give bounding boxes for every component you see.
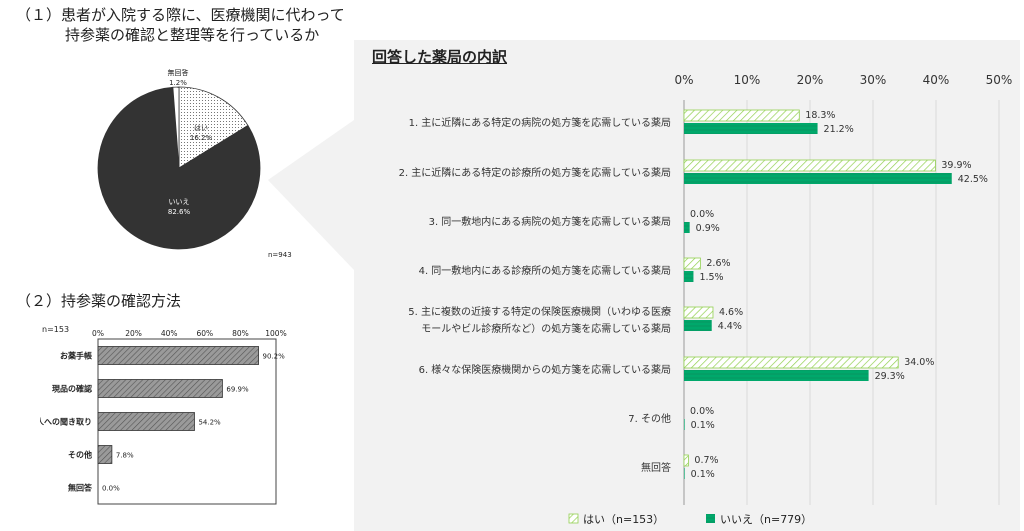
right-tick-label: 30% [860,73,887,87]
right-category-label: モールやビル診療所など）の処方箋を応需している薬局 [421,322,671,335]
question-1-line-1: （１）患者が入院する際に、医療機関に代わって [16,6,345,24]
question-1-line-2: 持参薬の確認と整理等を行っているか [65,26,320,44]
pie-n-label: n=943 [268,251,292,259]
left-bar [97,445,113,464]
left-tick-label: 100% [265,329,286,338]
right-bar-hai [683,257,701,270]
right-value-label-iie: 0.1% [691,420,715,431]
left-category-label: 無回答 [68,483,93,493]
right-value-label-hai: 4.6% [719,307,743,318]
left-tick-label: 40% [161,329,178,338]
right-value-label-iie: 42.5% [958,174,988,185]
pie-value-hai: 16.2% [190,134,213,142]
pie-slice-iie [97,86,261,250]
legend-swatch-iie [706,514,715,523]
right-value-label-iie: 29.3% [875,371,905,382]
right-category-label: 5. 主に複数の近接する特定の保険医療機関（いわゆる医療 [408,305,671,318]
callout-wedge [268,120,354,270]
breakdown-title: 回答した薬局の内訳 [372,48,508,66]
pie-value-mukaito: 1.2% [169,79,187,87]
right-value-label-hai: 39.9% [941,160,971,171]
right-bar-hai [683,306,714,319]
right-bar-hai [683,159,936,172]
breakdown-bar-chart: 0% 10% 20% 30% 40% 50% 1. 主に近隣にある特定の病院の処方箋を応需… [399,73,1013,526]
pie-slice-hai [178,86,249,169]
right-category-label: 4. 同一敷地内にある診療所の処方箋を応需している薬局 [419,264,671,277]
right-bar-hai [683,454,689,467]
left-category-label: お薬手帳 [60,351,92,361]
question-2-heading: （２）持参薬の確認方法 [16,292,182,310]
left-category-label: 現品の確認 [52,384,92,394]
left-chart-n-label: n=153 [42,325,69,334]
left-value-label: 69.9% [226,386,249,394]
right-value-label-iie: 0.9% [696,223,720,234]
pie-label-iie: いいえ [169,198,190,206]
right-tick-label: 0% [674,73,693,87]
right-value-label-hai: 0.0% [690,209,714,220]
left-tick-label: 0% [92,329,104,338]
legend: はい（n=153） いいえ（n=779） [568,513,812,526]
right-value-label-iie: 1.5% [699,272,723,283]
pie-chart: 無回答 1.2% はい 16.2% いいえ 82.6% n=943 [97,68,292,259]
pie-slice-mukaito [172,86,180,169]
right-bar-iie [684,271,694,282]
right-category-label: 6. 様々な保険医療機関からの処方箋を応需している薬局 [419,363,671,376]
right-bar-iie [684,419,685,430]
right-value-label-iie: 4.4% [718,321,742,332]
left-value-label: 0.0% [102,485,120,493]
right-bar-iie [684,173,952,184]
left-value-label: 7.8% [116,452,134,460]
question-1-heading: （１）患者が入院する際に、医療機関に代わって 持参薬の確認と整理等を行っているか [16,5,345,45]
right-value-label-hai: 18.3% [805,110,835,121]
breakdown-panel [354,40,1020,531]
left-bar [97,346,259,365]
right-tick-label: 40% [923,73,950,87]
legend-label-hai: はい（n=153） [583,513,664,526]
pie-value-iie: 82.6% [168,208,191,216]
left-value-label: 90.2% [263,353,286,361]
right-value-label-hai: 0.0% [690,406,714,417]
legend-label-iie: いいえ（n=779） [720,513,812,526]
right-bar-iie [684,370,869,381]
right-value-label-iie: 21.2% [824,124,854,135]
left-category-label: 本人への聞き取り [40,417,92,427]
left-bar [97,412,195,431]
right-bar-hai [683,356,899,369]
right-category-label: 7. その他 [628,412,671,425]
left-value-label: 54.2% [198,419,221,427]
left-category-label: その他 [68,450,92,460]
left-tick-label: 60% [196,329,213,338]
pie-label-hai: はい [194,124,208,132]
right-category-label: 2. 主に近隣にある特定の診療所の処方箋を応需している薬局 [399,166,671,179]
left-bar [97,379,223,398]
right-tick-label: 20% [797,73,824,87]
right-bar-iie [684,222,690,233]
right-value-label-hai: 2.6% [706,258,730,269]
left-tick-label: 80% [232,329,249,338]
right-category-label: 3. 同一敷地内にある病院の処方箋を応需している薬局 [429,215,671,228]
right-value-label-hai: 0.7% [694,455,718,466]
right-tick-label: 50% [986,73,1013,87]
pie-label-mukaito: 無回答 [168,68,189,77]
right-tick-label: 10% [734,73,761,87]
right-bar-iie [684,468,685,479]
right-bar-hai [683,109,800,122]
right-category-label: 無回答 [641,461,671,474]
confirmation-method-bar-chart: n=153 0% 20% 40% 60% 80% 100% お薬手帳 90.2% 現品の確認 6… [40,325,287,505]
right-value-label-iie: 0.1% [691,469,715,480]
right-bar-iie [684,320,712,331]
right-bar-iie [684,123,818,134]
right-category-label: 1. 主に近隣にある特定の病院の処方箋を応需している薬局 [409,116,671,129]
legend-swatch-hai [568,513,579,524]
right-value-label-hai: 34.0% [904,357,934,368]
left-tick-label: 20% [125,329,142,338]
